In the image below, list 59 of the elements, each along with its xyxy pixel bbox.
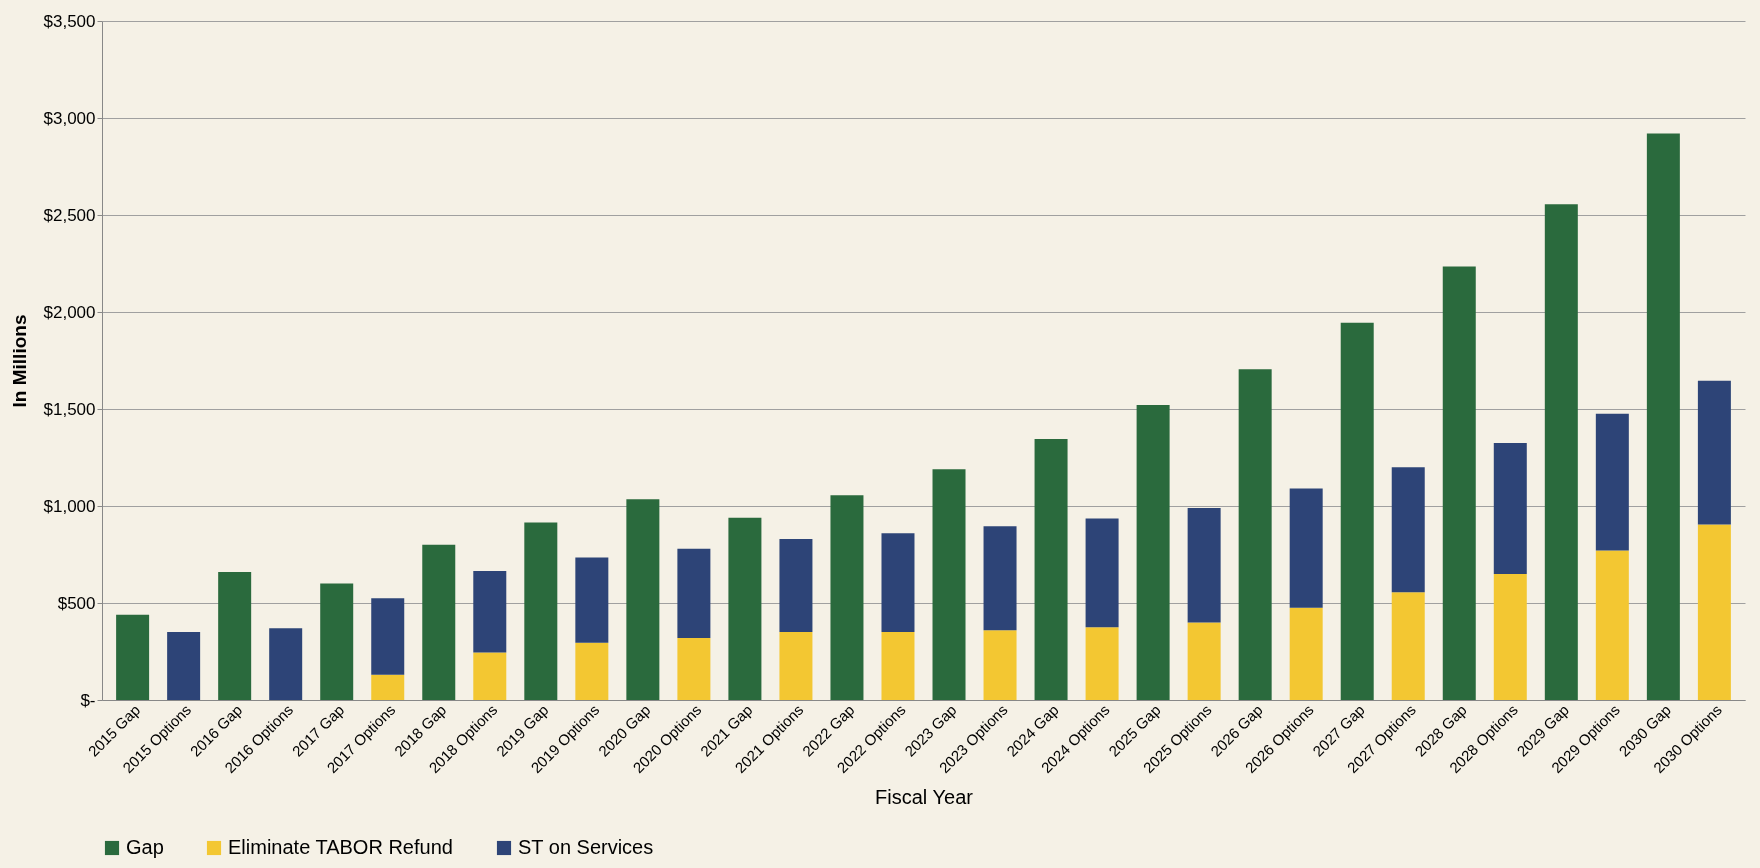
bar: [1136, 405, 1170, 700]
y-tick-label: $3,000: [43, 108, 96, 128]
y-tick-label: $2,500: [43, 205, 96, 225]
bar: [1085, 518, 1119, 628]
bar: [575, 642, 609, 700]
bar: [116, 614, 150, 700]
legend-label: Eliminate TABOR Refund: [228, 836, 453, 858]
bar: [779, 632, 813, 700]
bar: [575, 557, 609, 643]
bar: [1595, 550, 1629, 700]
bar: [677, 548, 711, 638]
bar: [1238, 369, 1272, 700]
bar: [1289, 488, 1323, 608]
bar: [881, 533, 915, 633]
bar: [932, 469, 966, 700]
bar: [1391, 592, 1425, 700]
y-tick-label: $500: [57, 593, 96, 613]
bar: [1187, 622, 1221, 700]
bar: [1493, 442, 1527, 574]
bar: [1187, 507, 1221, 623]
bar: [473, 570, 507, 653]
bar: [626, 499, 660, 700]
bar: [1544, 204, 1578, 700]
bar: [1085, 627, 1119, 700]
bar: [677, 637, 711, 700]
bar: [1697, 524, 1731, 700]
bar: [422, 544, 456, 700]
bar: [167, 632, 201, 700]
bar: [1289, 607, 1323, 700]
bar: [779, 538, 813, 633]
y-tick-label: $-: [80, 690, 96, 710]
bar: [269, 628, 303, 700]
bar: [881, 632, 915, 700]
bar: [1697, 380, 1731, 525]
bar: [1034, 439, 1068, 700]
y-axis-title: In Millions: [8, 314, 30, 408]
bar: [830, 495, 864, 700]
bar: [1595, 413, 1629, 551]
legend-label: Gap: [126, 836, 164, 858]
bar: [1340, 322, 1374, 700]
x-axis-title: Fiscal Year: [875, 786, 974, 809]
bar: [1391, 467, 1425, 593]
bar: [524, 522, 558, 700]
bar: [983, 630, 1017, 700]
y-tick-label: $2,000: [43, 302, 96, 322]
bar: [473, 652, 507, 700]
legend-label: ST on Services: [518, 836, 654, 858]
bar: [983, 526, 1017, 631]
y-tick-label: $3,500: [43, 11, 96, 31]
y-tick-label: $1,000: [43, 496, 96, 516]
y-tick-label: $1,500: [43, 399, 96, 419]
bar: [218, 571, 252, 700]
bar: [1646, 133, 1680, 700]
bar: [320, 583, 354, 700]
bar: [1442, 266, 1476, 700]
bar: [371, 598, 405, 675]
bar: [371, 674, 405, 700]
bar: [1493, 573, 1527, 700]
bar: [728, 517, 762, 700]
